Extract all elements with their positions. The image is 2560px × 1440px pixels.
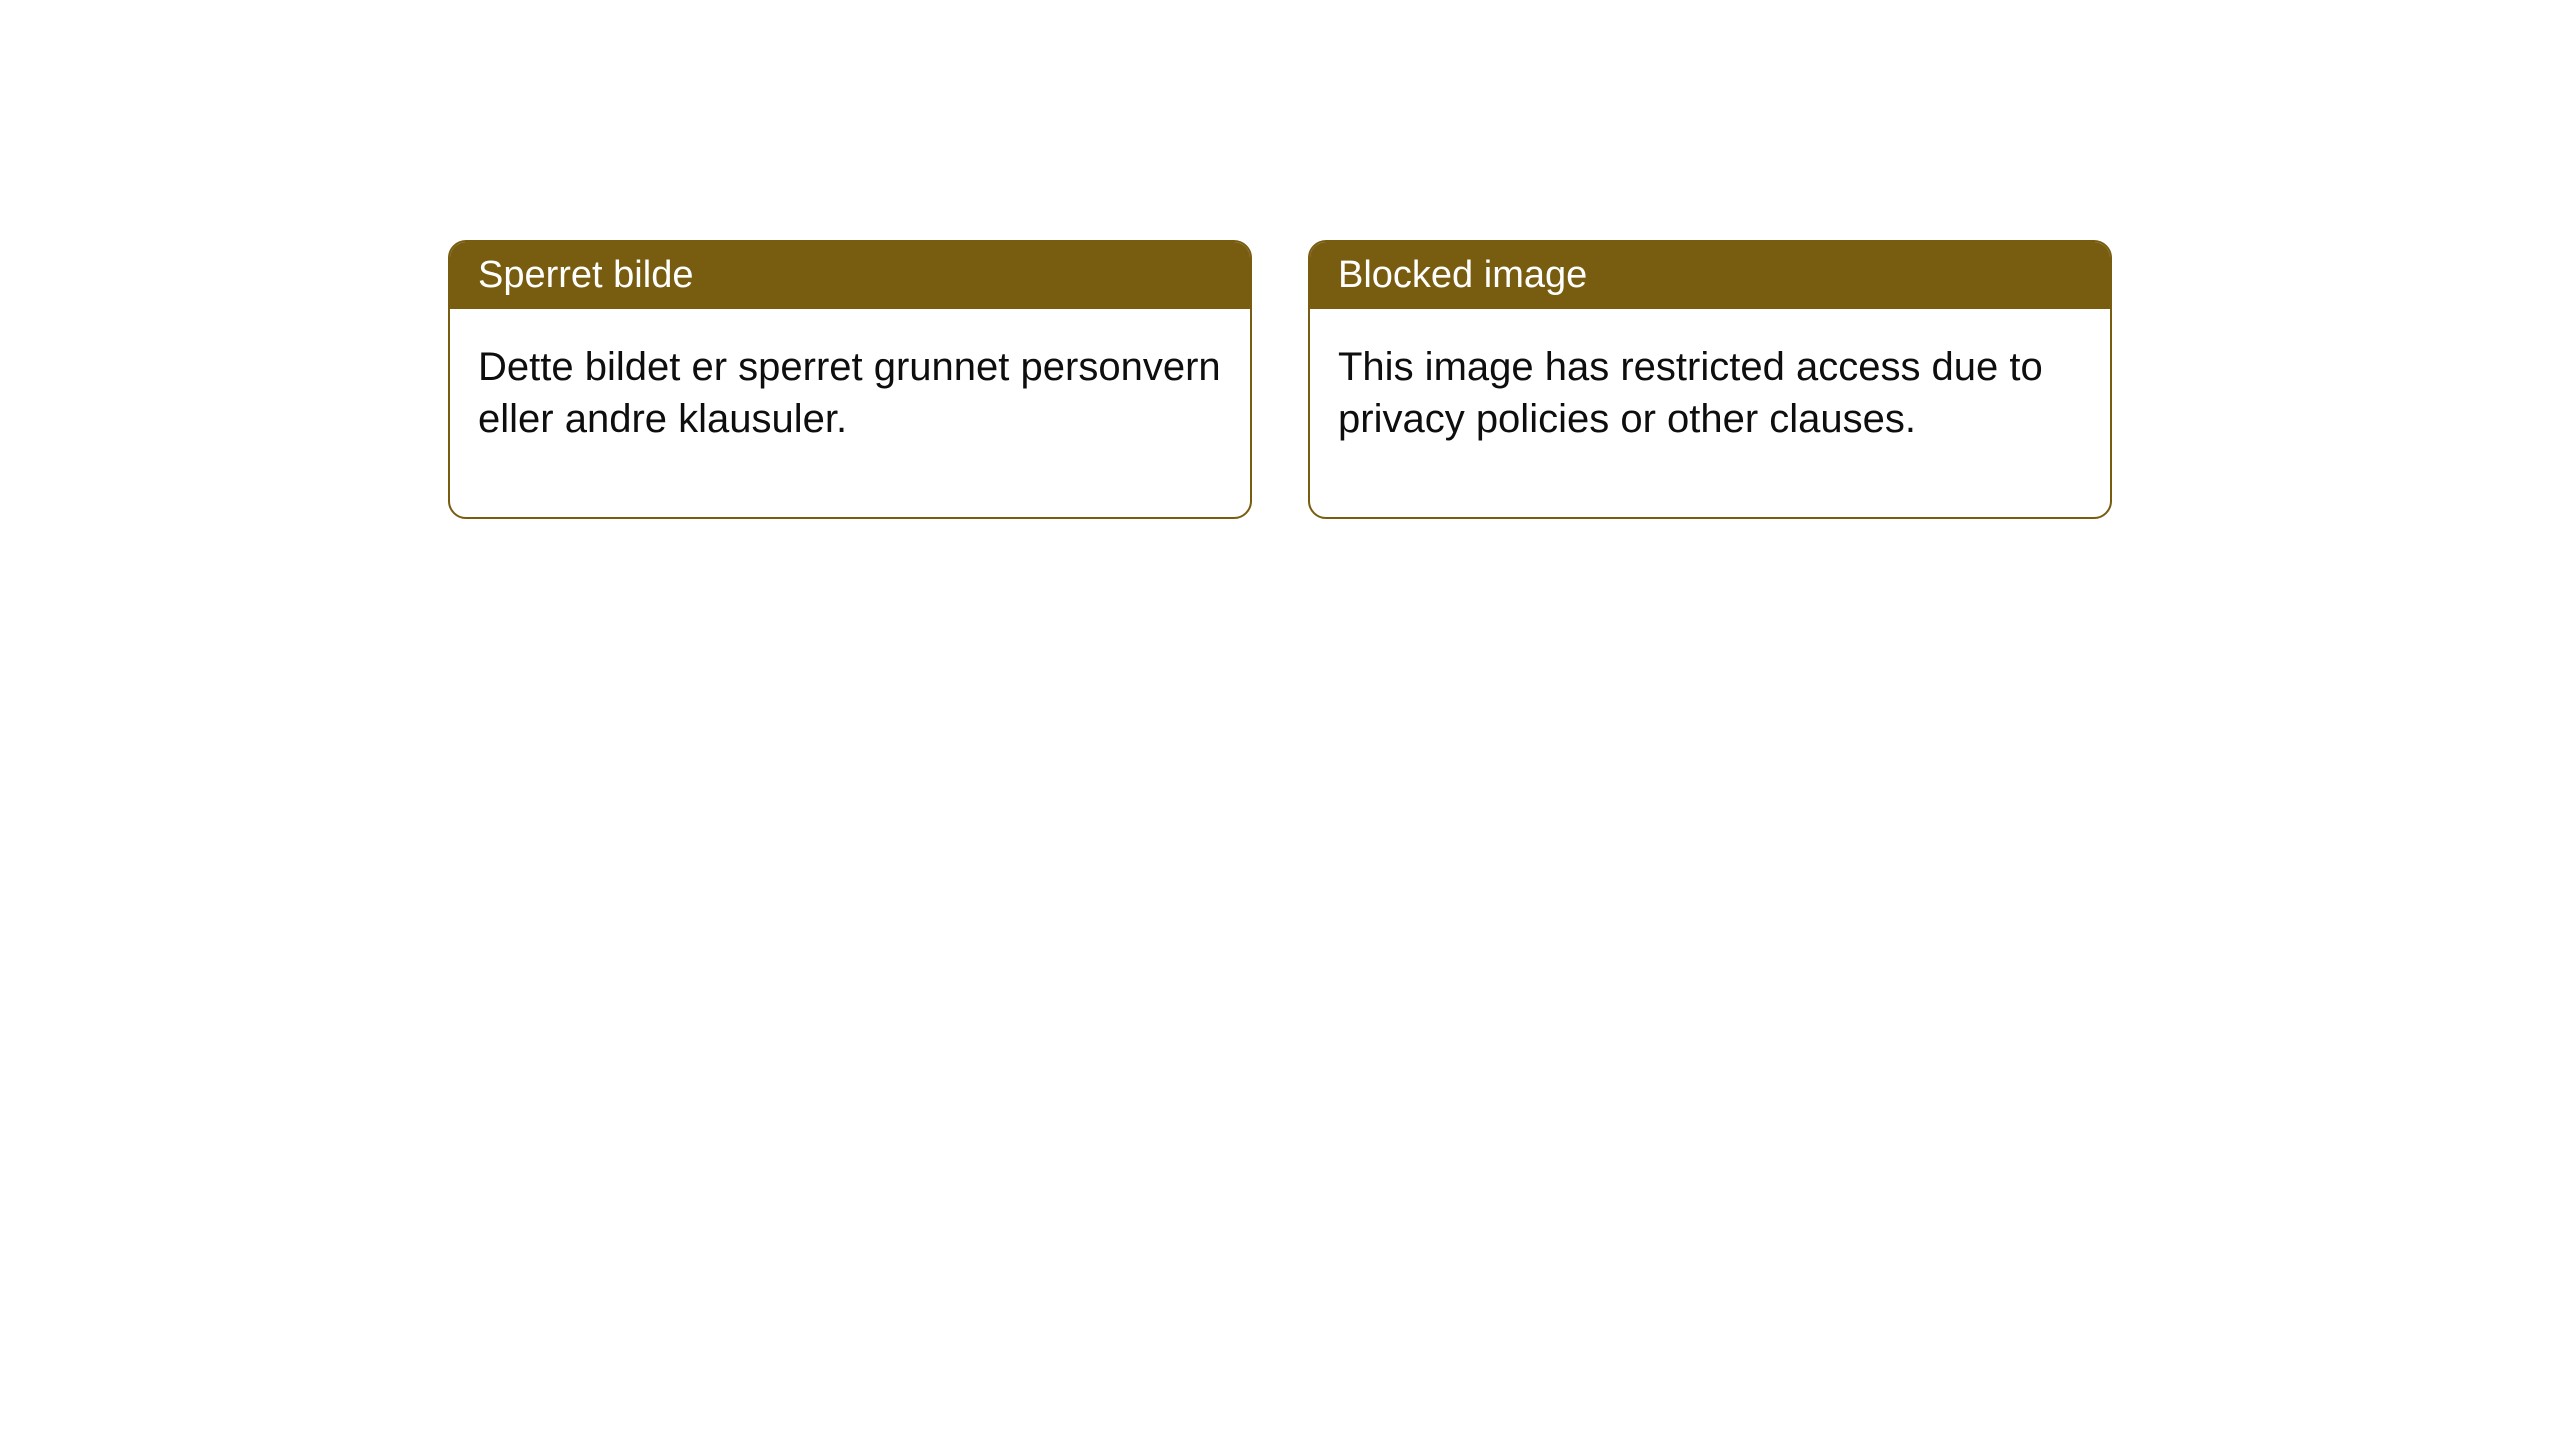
- blocked-image-card-en: Blocked image This image has restricted …: [1308, 240, 2112, 519]
- card-header-en: Blocked image: [1310, 242, 2110, 309]
- card-header-title: Sperret bilde: [478, 254, 693, 296]
- notice-container: Sperret bilde Dette bildet er sperret gr…: [0, 0, 2560, 519]
- card-header-title: Blocked image: [1338, 254, 1587, 296]
- card-header-no: Sperret bilde: [450, 242, 1250, 309]
- blocked-image-card-no: Sperret bilde Dette bildet er sperret gr…: [448, 240, 1252, 519]
- card-body-no: Dette bildet er sperret grunnet personve…: [450, 309, 1250, 517]
- card-body-text: Dette bildet er sperret grunnet personve…: [478, 345, 1221, 441]
- card-body-text: This image has restricted access due to …: [1338, 345, 2043, 441]
- card-body-en: This image has restricted access due to …: [1310, 309, 2110, 517]
